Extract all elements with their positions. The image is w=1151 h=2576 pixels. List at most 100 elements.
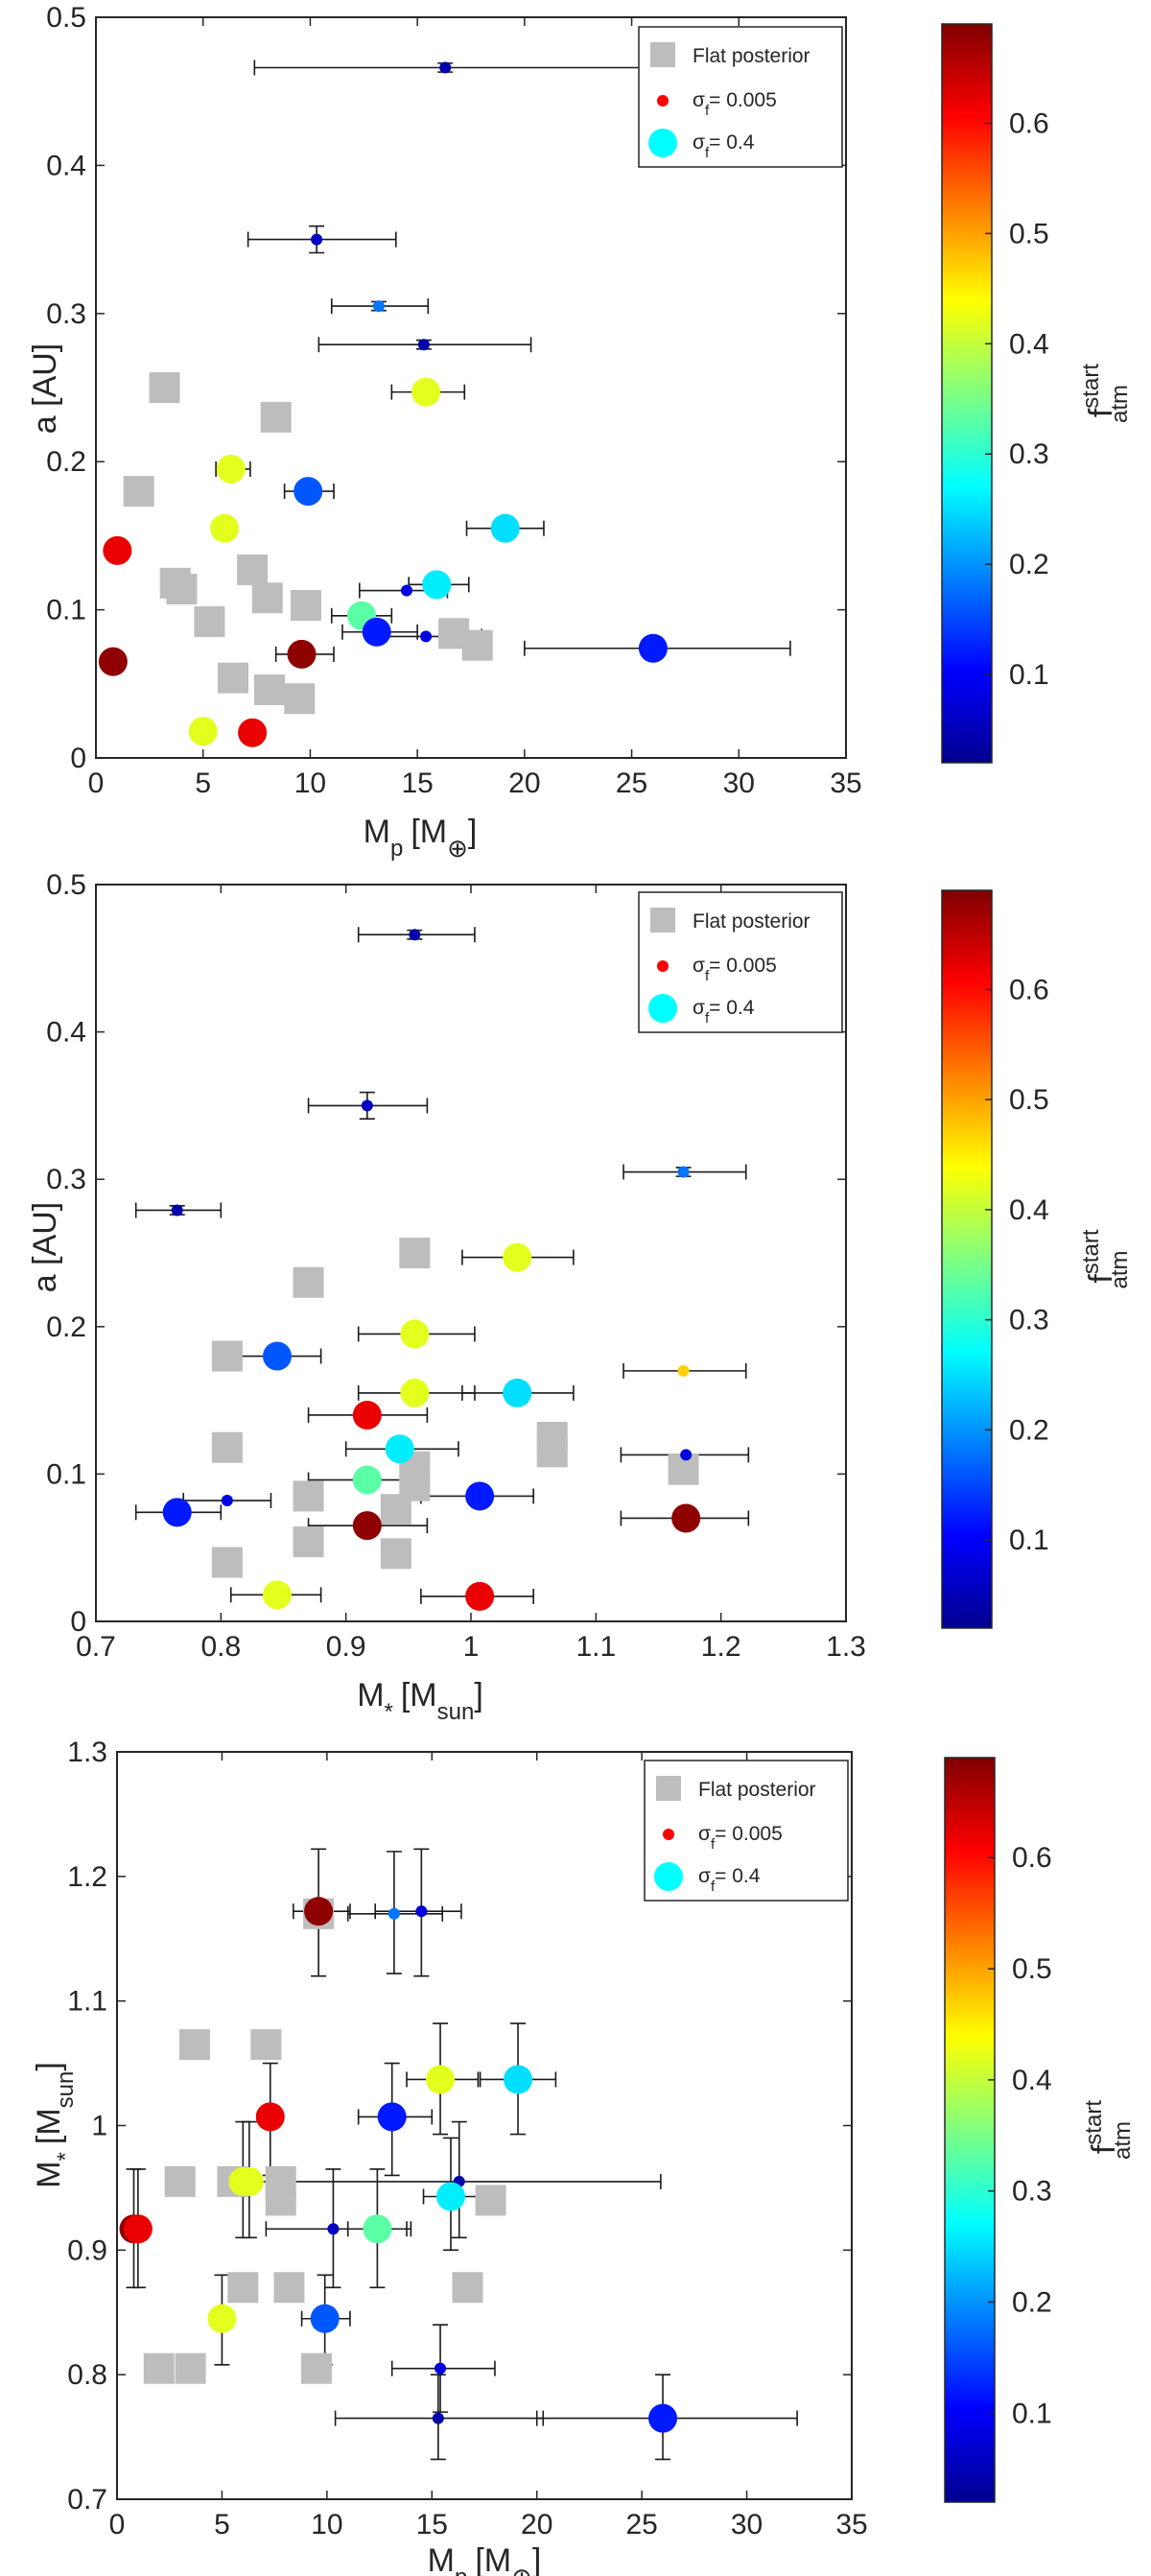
colorbar-tick-label: 0.4	[1012, 2065, 1052, 2096]
data-point	[103, 535, 132, 565]
flat-posterior-square	[178, 2029, 210, 2061]
data-point	[432, 2412, 444, 2424]
data-point	[388, 1907, 400, 1920]
legend: Flat posterior σf= 0.005 σf= 0.4	[638, 891, 843, 1033]
data-point	[372, 300, 385, 313]
flat-posterior-square	[399, 1238, 431, 1268]
flat-posterior-square	[475, 2185, 506, 2216]
data-point	[677, 1364, 690, 1377]
colorbar-gradient	[944, 1757, 996, 2503]
x-tick-label: 20	[521, 2509, 552, 2541]
data-point	[262, 1580, 292, 1610]
data-point	[677, 1166, 690, 1178]
x-tick-label: 15	[401, 768, 433, 799]
y-tick-label: 0.2	[46, 446, 86, 478]
legend-large-marker	[648, 994, 677, 1023]
y-tick-label: 0.4	[46, 150, 86, 181]
x-axis-label: Mp[M⊕]	[428, 2542, 542, 2576]
y-tick-label: 0.4	[46, 1017, 86, 1049]
y-axis-label: a [AU]	[27, 1202, 63, 1292]
data-point	[162, 1498, 192, 1527]
x-tick-label: 35	[835, 2509, 867, 2541]
flat-posterior-square	[251, 582, 283, 614]
legend-small-label: σf= 0.005	[698, 1823, 783, 1853]
flat-posterior-square	[166, 573, 198, 604]
flat-posterior-square	[452, 2272, 483, 2304]
data-point	[503, 1378, 532, 1407]
data-point	[422, 570, 452, 600]
flat-posterior-square	[461, 629, 493, 661]
data-point	[210, 513, 240, 543]
colorbar-tick-label: 0.4	[1009, 328, 1049, 360]
colorbar: 0.6 0.5 0.4 0.3 0.2 0.1 fstart atm	[941, 23, 1133, 764]
legend-large-label: σf= 0.4	[698, 1865, 761, 1895]
y-tick-label: 0.1	[46, 1458, 86, 1490]
data-point	[188, 717, 218, 746]
colorbar-label: fstart atm	[1078, 364, 1133, 423]
data-point	[465, 1481, 495, 1511]
y-tick-label: 0.3	[46, 298, 86, 330]
x-tick-label: 10	[311, 2509, 342, 2541]
x-tick-label: 10	[294, 768, 326, 799]
flat-posterior-square	[293, 1266, 324, 1298]
data-point	[435, 2362, 447, 2375]
colorbar-tick-label: 0.1	[1009, 659, 1049, 691]
flat-posterior-square	[253, 674, 285, 705]
y-tick-label: 0.1	[46, 595, 86, 626]
colorbar-tick-label: 0.3	[1012, 2176, 1052, 2208]
y-tick-label: 0	[70, 1606, 86, 1638]
x-tick-label: 30	[731, 2509, 763, 2541]
data-point	[415, 1905, 428, 1918]
flat-posterior-square	[265, 2185, 296, 2216]
x-tick-label: 20	[508, 768, 540, 799]
colorbar-tick-label: 0.1	[1012, 2398, 1052, 2429]
data-point	[504, 2065, 533, 2094]
legend-small-label: σf= 0.005	[693, 89, 777, 119]
colorbar: 0.6 0.5 0.4 0.3 0.2 0.1 fstart atm	[941, 889, 1133, 1629]
flat-posterior-square	[194, 605, 225, 637]
data-point	[216, 454, 246, 484]
data-point	[123, 2214, 153, 2244]
flat-posterior-square	[250, 2029, 282, 2061]
legend-small-marker	[657, 95, 669, 106]
flat-posterior-square	[149, 372, 180, 403]
x-tick-label: 25	[616, 768, 647, 799]
colorbar-tick-label: 0.2	[1009, 549, 1049, 580]
data-point	[409, 929, 421, 941]
x-tick-label: 0	[88, 768, 105, 799]
flat-posterior-square	[175, 2352, 206, 2384]
data-point	[255, 2102, 285, 2132]
data-point	[435, 2182, 465, 2211]
data-point	[411, 377, 441, 407]
flat-posterior-square	[143, 2352, 175, 2384]
data-point	[362, 617, 391, 647]
flat-posterior-square	[284, 683, 316, 715]
y-tick-label: 1.2	[67, 1861, 107, 1893]
data-point	[262, 1341, 292, 1371]
flat-posterior-square	[293, 1480, 324, 1512]
legend-large-marker	[648, 129, 677, 157]
data-point	[352, 1400, 382, 1430]
x-tick-label: 0.7	[76, 1631, 116, 1663]
panel-mp-vs-a: a [AU] Mp [M⊕] 0 5 10 15 20 25 30 3500.10.20.30.…	[27, 2, 1133, 863]
data-point	[361, 1099, 373, 1112]
y-tick-label: 0.7	[67, 2484, 107, 2516]
data-point	[352, 1511, 382, 1541]
y-tick-label: 0.3	[46, 1164, 86, 1195]
flat-posterior-square	[273, 2272, 305, 2304]
flat-posterior-square	[290, 589, 321, 621]
x-axis-label: M* [Msun]	[357, 1677, 483, 1725]
x-axis-label: Mp[M⊕]	[364, 814, 478, 863]
data-point	[311, 233, 323, 246]
colorbar: 0.6 0.5 0.4 0.3 0.2 0.1 fstart atm	[944, 1757, 1136, 2503]
flat-posterior-square	[300, 2352, 332, 2384]
data-point	[400, 584, 412, 597]
legend-large-label: σf= 0.4	[693, 131, 755, 161]
y-tick-label: 0.8	[67, 2359, 107, 2391]
data-point	[680, 1449, 693, 1461]
x-tick-label: 1.1	[576, 1631, 616, 1663]
panel-mp-vs-mstar: M*[Msun] Mp[M⊕] 0 5 10 15 20 25 30 35 0.7 0.8 0.9 1…	[31, 1737, 1136, 2576]
legend-small-label: σf= 0.005	[693, 955, 777, 984]
y-axis-label: M*[Msun]	[31, 2062, 79, 2188]
